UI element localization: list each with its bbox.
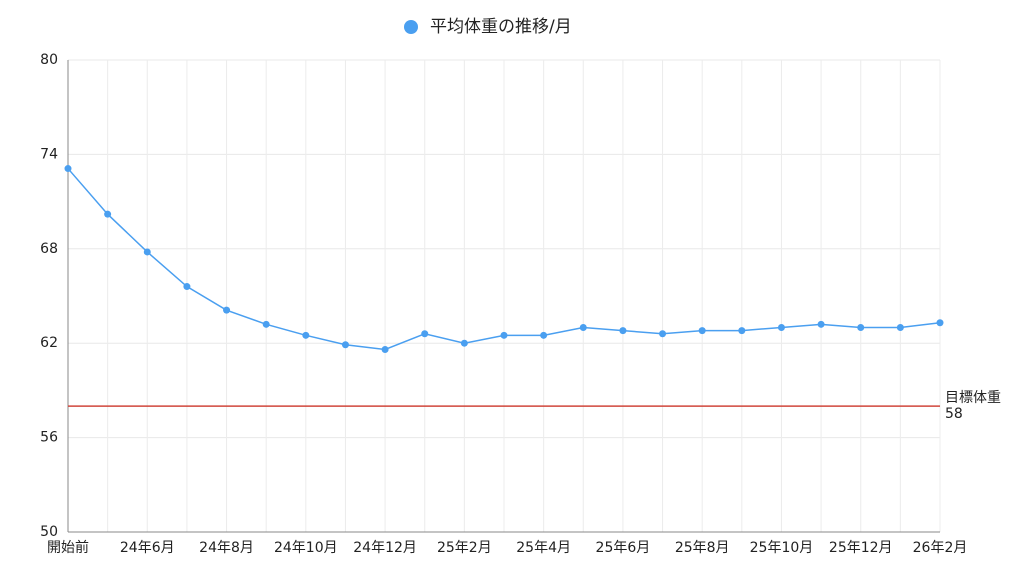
y-tick-label: 80 [40,52,58,68]
y-tick-label: 62 [40,335,58,351]
data-point [262,320,270,328]
x-tick-label: 24年8月 [199,540,254,556]
data-point [64,165,72,173]
x-tick-label: 25年12月 [829,540,893,556]
data-point [540,331,548,339]
data-point [619,327,627,335]
x-tick-label: 24年12月 [353,540,417,556]
x-tick-label: 25年10月 [750,540,814,556]
y-tick-label: 50 [40,524,58,540]
legend-label: 平均体重の推移/月 [430,17,572,37]
data-point [460,339,468,347]
legend-marker [404,20,418,34]
data-point [698,327,706,335]
x-tick-label: 24年10月 [274,540,338,556]
target-value: 58 [945,406,963,422]
data-point [738,327,746,335]
data-point [500,331,508,339]
data-point [183,283,191,291]
x-tick-label: 25年6月 [596,540,651,556]
data-point [857,323,865,331]
x-tick-label: 25年2月 [437,540,492,556]
data-point [223,306,231,314]
x-tick-label: 25年4月 [516,540,571,556]
y-tick-label: 74 [40,146,58,162]
y-tick-label: 68 [40,241,58,257]
x-tick-label: 24年6月 [120,540,175,556]
x-tick-label: 25年8月 [675,540,730,556]
data-point [896,323,904,331]
data-point [104,210,112,218]
data-point [421,330,429,338]
data-point [777,323,785,331]
data-point [817,320,825,328]
x-tick-label: 開始前 [47,539,89,556]
data-point [302,331,310,339]
x-tick-label: 26年2月 [913,540,968,556]
target-label: 目標体重 [945,390,1001,406]
data-point [579,323,587,331]
data-point [341,341,349,349]
data-point [381,345,389,353]
y-tick-label: 56 [40,430,58,446]
data-point [936,319,944,327]
data-point [659,330,667,338]
data-point [143,248,151,256]
